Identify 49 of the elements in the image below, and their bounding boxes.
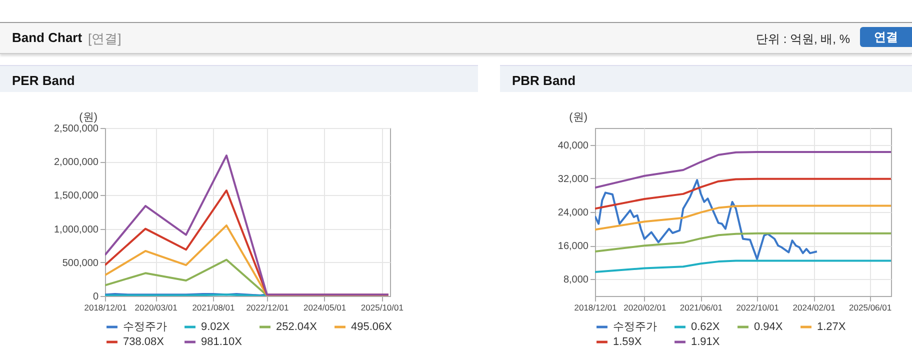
x-tick-label: 2025/06/01 — [849, 302, 892, 312]
x-tick-label: 2024/05/01 — [303, 302, 346, 312]
legend-label: 9.02X — [201, 321, 230, 333]
legend-label: 495.06X — [351, 321, 393, 333]
legend-label: 1.59X — [613, 336, 642, 348]
y-tick-label: 2,000,000 — [54, 157, 99, 168]
x-tick-label: 2025/10/01 — [360, 302, 404, 312]
y-axis-title: (원) — [79, 112, 98, 124]
y-tick-label: 32,000 — [558, 174, 589, 185]
y-tick-label: 1,500,000 — [54, 190, 99, 202]
line-series — [595, 204, 891, 231]
x-tick-label: 2022/12/01 — [246, 302, 289, 312]
y-tick-label: 1,000,000 — [54, 224, 99, 236]
y-tick-label: 24,000 — [558, 208, 589, 218]
text: [연결] — [88, 30, 122, 48]
y-tick-label: 500,000 — [62, 258, 99, 269]
x-tick-label: 2018/12/01 — [84, 302, 128, 312]
x-tick-label: 2020/02/01 — [624, 302, 666, 312]
y-tick-label: 0 — [92, 292, 99, 302]
x-tick-label: 2021/06/01 — [680, 302, 723, 312]
line-series — [595, 232, 891, 252]
legend-label: 1.91X — [691, 336, 720, 348]
chart-title: PER Band — [12, 73, 75, 88]
line-series — [595, 150, 891, 189]
legend-label: 0.94X — [754, 321, 784, 333]
chart-title: PBR Band — [512, 73, 576, 88]
x-tick-label: 2020/03/01 — [134, 302, 178, 312]
x-tick-label: 2021/08/01 — [192, 302, 236, 312]
text: 단위 : 억원, 배, % — [756, 31, 850, 48]
legend-label: 0.62X — [691, 321, 720, 333]
legend-label: 738.08X — [123, 336, 165, 348]
text: 연결 — [860, 27, 912, 47]
legend-label: 수정주가 — [123, 321, 167, 333]
legend-label: 252.04X — [276, 321, 318, 333]
y-tick-label: 40,000 — [558, 140, 589, 152]
line-series — [595, 260, 891, 274]
legend-label: 수정주가 — [613, 321, 657, 333]
x-tick-label: 2024/02/01 — [792, 302, 836, 312]
legend-label: 1.27X — [817, 321, 846, 333]
line-series — [595, 179, 818, 260]
y-tick-label: 2,500,000 — [54, 124, 99, 134]
y-tick-label: 8,000 — [563, 274, 589, 286]
x-tick-label: 2018/12/01 — [574, 302, 618, 312]
legend-label: 981.10X — [201, 336, 243, 348]
y-tick-label: 16,000 — [558, 241, 589, 252]
text: Band Chart — [12, 30, 82, 45]
x-tick-label: 2022/10/01 — [736, 302, 780, 312]
line-series — [595, 178, 891, 210]
y-axis-title: (원) — [569, 112, 588, 124]
